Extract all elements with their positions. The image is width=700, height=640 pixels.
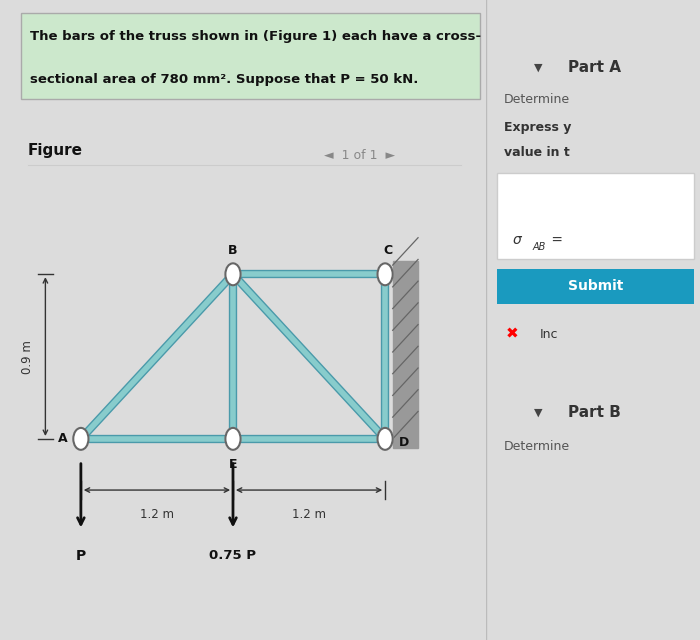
- Text: B: B: [228, 244, 238, 257]
- Text: ▼: ▼: [533, 62, 542, 72]
- Circle shape: [377, 428, 393, 450]
- Text: P: P: [76, 548, 86, 563]
- Text: σ: σ: [512, 233, 521, 247]
- Text: Submit: Submit: [568, 279, 623, 293]
- Text: Part A: Part A: [568, 60, 621, 75]
- Circle shape: [377, 263, 393, 285]
- FancyBboxPatch shape: [21, 13, 480, 99]
- Text: Determine: Determine: [503, 440, 570, 453]
- FancyBboxPatch shape: [497, 173, 694, 259]
- Text: 1.2 m: 1.2 m: [292, 508, 326, 522]
- Text: Inc: Inc: [540, 328, 559, 340]
- Text: 0.75 P: 0.75 P: [209, 548, 256, 561]
- FancyBboxPatch shape: [497, 269, 694, 304]
- Text: =: =: [547, 233, 564, 247]
- Text: 1.2 m: 1.2 m: [140, 508, 174, 522]
- Text: Part B: Part B: [568, 405, 620, 420]
- Circle shape: [225, 428, 241, 450]
- Text: value in t: value in t: [503, 146, 569, 159]
- Bar: [393, 262, 418, 448]
- Text: sectional area of 780 mm². Suppose that P = 50 kN.: sectional area of 780 mm². Suppose that …: [30, 73, 419, 86]
- Text: C: C: [383, 244, 392, 257]
- Text: ◄  1 of 1  ►: ◄ 1 of 1 ►: [324, 149, 396, 162]
- Circle shape: [225, 263, 241, 285]
- Text: ✖: ✖: [505, 326, 519, 342]
- Text: A: A: [58, 433, 68, 445]
- Text: E: E: [229, 458, 237, 471]
- Text: Determine: Determine: [503, 93, 570, 106]
- Text: Express y: Express y: [503, 122, 571, 134]
- Text: The bars of the truss shown in (Figure 1) each have a cross-: The bars of the truss shown in (Figure 1…: [30, 30, 482, 43]
- Text: Figure: Figure: [27, 143, 83, 157]
- Text: ▼: ▼: [533, 408, 542, 418]
- Text: 0.9 m: 0.9 m: [21, 340, 34, 374]
- Circle shape: [74, 428, 88, 450]
- Text: AB: AB: [533, 242, 546, 252]
- Text: D: D: [399, 436, 409, 449]
